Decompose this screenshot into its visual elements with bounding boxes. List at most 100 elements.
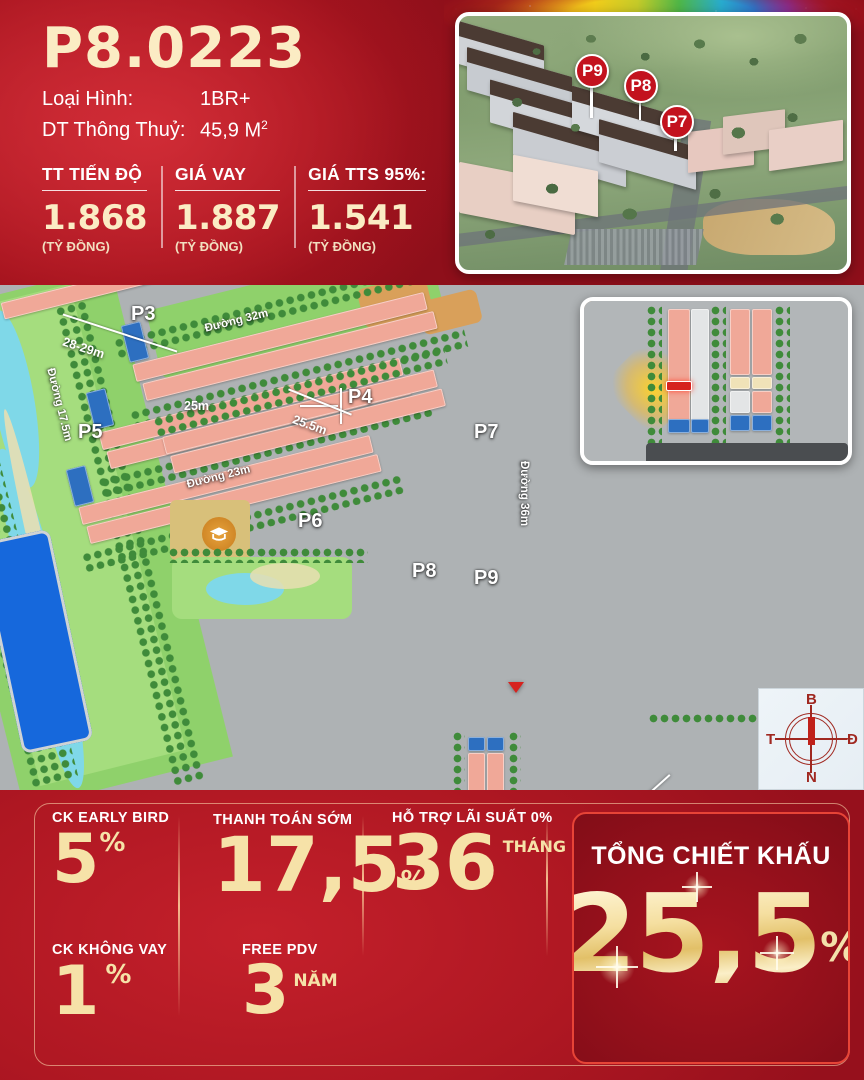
graduation-cap-icon bbox=[209, 527, 229, 541]
promo-label-early-bird: CK EARLY BIRD bbox=[52, 810, 170, 826]
map-label-p3: P3 bbox=[131, 303, 156, 325]
callout-townrow bbox=[668, 309, 690, 421]
total-discount-percent: % bbox=[820, 925, 848, 983]
callout-townrow-cream bbox=[730, 377, 750, 389]
price-table: TT TIẾN ĐỘ 1.868 (TỶ ĐỒNG) GIÁ VAY 1.887… bbox=[42, 164, 442, 254]
price-cell-progress: TT TIẾN ĐỘ 1.868 (TỶ ĐỒNG) bbox=[42, 164, 161, 254]
photo-pin-p9[interactable]: P9 bbox=[575, 54, 610, 89]
price-head-progress: TT TIẾN ĐỘ bbox=[42, 164, 148, 192]
compass-label-south: N bbox=[806, 769, 817, 786]
promo-item-interest-support: HỖ TRỢ LÃI SUẤT 0% 36 THÁNG bbox=[392, 810, 566, 907]
spec-value-area: 45,9 M2 bbox=[200, 118, 268, 143]
price-head-loan: GIÁ VAY bbox=[175, 164, 281, 192]
price-cell-loan: GIÁ VAY 1.887 (TỶ ĐỒNG) bbox=[161, 164, 294, 254]
photo-tree-canopy bbox=[459, 16, 847, 270]
map-townrow-blue bbox=[468, 737, 485, 751]
total-discount-number: 25,5 bbox=[574, 880, 822, 988]
promo-value-no-loan: 1 % bbox=[52, 952, 167, 1032]
dimension-line bbox=[340, 388, 342, 424]
compass-label-east: Đ bbox=[847, 731, 858, 748]
photo-pin-p7[interactable]: P7 bbox=[659, 104, 694, 139]
promo-value-interest-support: 36 THÁNG bbox=[392, 818, 566, 907]
map-amenity-icon bbox=[202, 517, 236, 551]
callout-townrow bbox=[752, 309, 772, 375]
callout-townrow-blue bbox=[752, 415, 772, 431]
spec-label-type: Loại Hình: bbox=[42, 87, 134, 110]
map-label-p4: P4 bbox=[348, 386, 373, 408]
price-value-progress: 1.868 bbox=[42, 198, 148, 239]
promo-divider bbox=[362, 816, 364, 956]
promo-number-early-payment: 17,5 bbox=[213, 820, 401, 909]
price-unit-progress: (TỶ ĐỒNG) bbox=[42, 239, 110, 255]
header-banner: P8.0223 Loại Hình: 1BR+ DT Thông Thuỷ: 4… bbox=[0, 0, 864, 285]
callout-treeline bbox=[774, 305, 790, 445]
price-unit-loan: (TỶ ĐỒNG) bbox=[175, 239, 243, 255]
promo-item-free-service: FREE PDV 3 NĂM bbox=[242, 942, 338, 1030]
map-park-path bbox=[250, 563, 320, 589]
map-label-p8: P8 bbox=[412, 560, 437, 582]
callout-townrow-blue bbox=[730, 415, 750, 431]
total-discount-panel: TỔNG CHIẾT KHẤU 25,5 % bbox=[572, 812, 850, 1064]
callout-townrow-blue bbox=[668, 419, 690, 433]
price-value-loan: 1.887 bbox=[175, 198, 281, 239]
promo-item-early-payment: THANH TOÁN SỚM 17,5 % bbox=[213, 812, 427, 909]
spec-label-area: DT Thông Thuỷ: bbox=[42, 119, 186, 142]
compass-needle-north bbox=[807, 717, 815, 745]
map-townrow bbox=[487, 753, 504, 790]
callout-treeline bbox=[710, 305, 726, 445]
price-value-tts: 1.541 bbox=[308, 198, 414, 239]
promo-suffix-interest-support: THÁNG bbox=[502, 836, 566, 856]
map-label-p7: P7 bbox=[474, 421, 499, 443]
map-label-p6: P6 bbox=[298, 510, 323, 532]
callout-treeline bbox=[646, 305, 662, 445]
callout-townrow-cream bbox=[752, 377, 772, 389]
promo-label-early-payment: THANH TOÁN SỚM bbox=[213, 812, 353, 828]
spec-area-sup: 2 bbox=[261, 117, 268, 132]
callout-townrow bbox=[752, 391, 772, 413]
promo-suffix-free-service: NĂM bbox=[293, 970, 338, 991]
map-townrow bbox=[468, 753, 485, 790]
compass-rose: B N T Đ bbox=[758, 688, 864, 790]
spec-row-type: Loại Hình: 1BR+ bbox=[42, 88, 442, 111]
promo-divider bbox=[546, 816, 548, 956]
pin-stem-p9 bbox=[590, 69, 593, 118]
total-discount-value: 25,5 % bbox=[574, 880, 848, 988]
map-label-p9: P9 bbox=[474, 567, 499, 589]
promo-number-free-service: 3 bbox=[242, 951, 290, 1030]
promo-divider bbox=[178, 816, 180, 1016]
promo-suffix-no-loan: % bbox=[105, 960, 132, 990]
price-head-tts: GIÁ TTS 95%: bbox=[308, 164, 427, 192]
promo-number-early-bird: 5 bbox=[52, 820, 100, 900]
promo-label-interest-support: HỖ TRỢ LÃI SUẤT 0% bbox=[392, 810, 553, 826]
promo-suffix-early-payment: % bbox=[400, 865, 427, 896]
total-discount-title: TỔNG CHIẾT KHẤU bbox=[591, 842, 831, 870]
dimension-25m: 25m bbox=[184, 399, 210, 413]
promo-value-free-service: 3 NĂM bbox=[242, 951, 338, 1030]
callout-townrow bbox=[730, 309, 750, 375]
promo-number-interest-support: 36 bbox=[392, 818, 498, 907]
photo-pin-p8[interactable]: P8 bbox=[623, 69, 658, 104]
promo-number-no-loan: 1 bbox=[52, 952, 100, 1032]
compass-label-west: T bbox=[766, 731, 776, 748]
map-treeline bbox=[452, 731, 465, 790]
price-cell-tts: GIÁ TTS 95%: 1.541 (TỶ ĐỒNG) bbox=[294, 164, 440, 254]
header-info: P8.0223 Loại Hình: 1BR+ DT Thông Thuỷ: 4… bbox=[42, 17, 442, 254]
promo-suffix-early-bird: % bbox=[99, 828, 126, 858]
spec-area-number: 45,9 M bbox=[200, 119, 262, 142]
compass-label-north: B bbox=[806, 691, 817, 708]
promo-item-early-bird: CK EARLY BIRD 5 % bbox=[52, 810, 170, 900]
promo-label-no-loan: CK KHÔNG VAY bbox=[52, 942, 168, 958]
map-callout-inset[interactable] bbox=[580, 297, 852, 465]
promo-value-early-payment: 17,5 % bbox=[213, 820, 427, 909]
map-direction-triangle bbox=[508, 682, 524, 693]
price-unit-tts: (TỶ ĐỒNG) bbox=[308, 239, 376, 255]
spec-value-type: 1BR+ bbox=[200, 87, 251, 110]
map-road-label-36m: Đường 36m bbox=[518, 461, 530, 527]
callout-highlighted-unit[interactable] bbox=[666, 381, 692, 391]
map-townrow-blue bbox=[487, 737, 504, 751]
callout-townrow-gray bbox=[730, 391, 750, 413]
callout-road bbox=[646, 443, 848, 461]
promo-item-no-loan: CK KHÔNG VAY 1 % bbox=[52, 942, 168, 1032]
map-treeline bbox=[168, 547, 368, 563]
promo-value-early-bird: 5 % bbox=[52, 820, 169, 900]
